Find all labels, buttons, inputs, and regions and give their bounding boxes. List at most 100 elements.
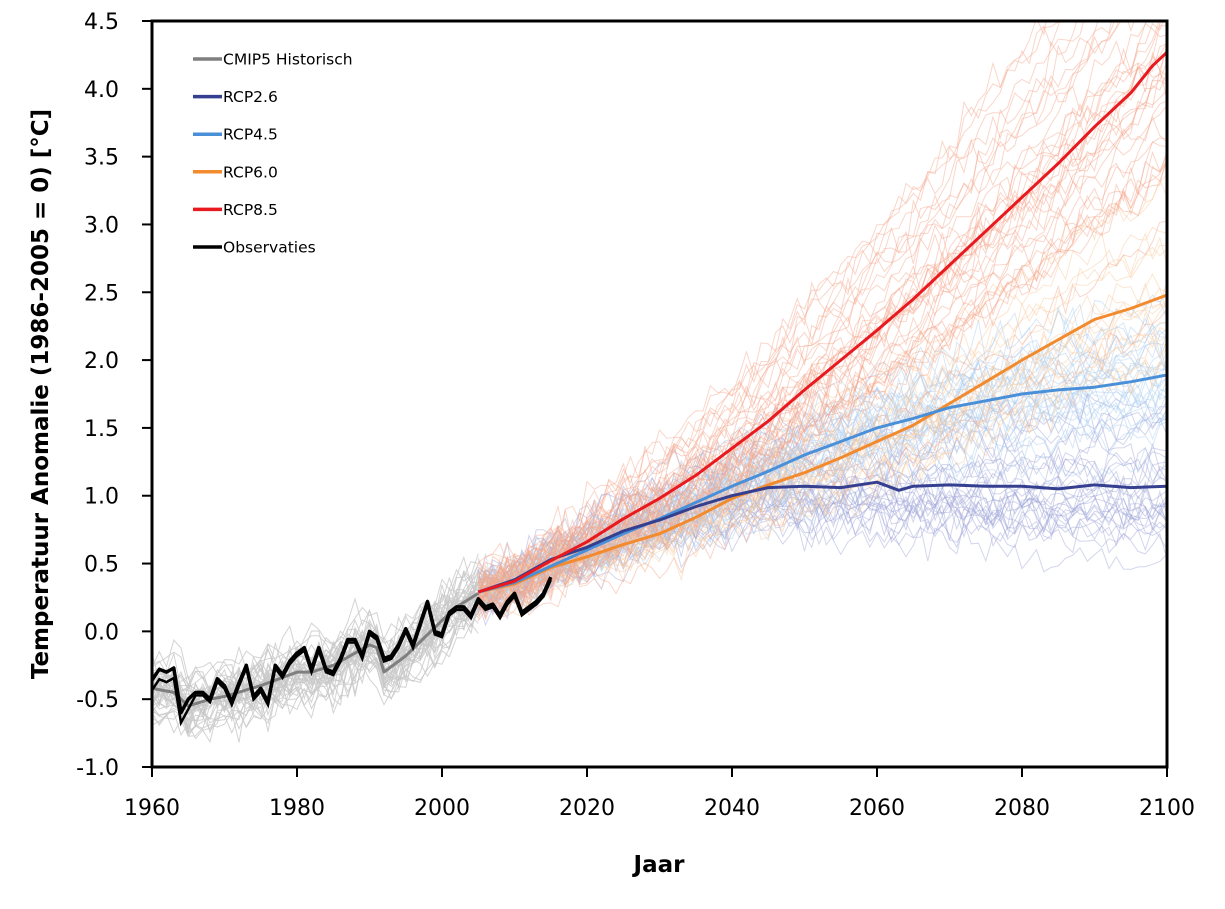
ensemble-member-line <box>478 509 1167 613</box>
ensemble-member-line <box>477 21 1135 601</box>
ensemble-member-line <box>478 21 1085 583</box>
x-tick-label: 1980 <box>269 796 325 821</box>
ensemble-member-line <box>477 303 1167 609</box>
ensemble-rcp4-5 <box>477 294 1167 618</box>
legend-item: RCP8.5 <box>193 201 278 219</box>
ensemble-member-line <box>477 507 1167 614</box>
ensemble-member-line <box>478 232 1167 605</box>
series-layer <box>152 51 1167 727</box>
y-tick-label: 0.0 <box>84 620 119 645</box>
legend-item: RCP4.5 <box>193 126 278 144</box>
ensemble-member-line <box>478 162 1167 581</box>
legend-label: RCP6.0 <box>223 163 278 181</box>
ensemble-member-line <box>477 160 1167 602</box>
y-tick-label: -1.0 <box>76 756 119 781</box>
x-tick-label: 2020 <box>559 796 615 821</box>
y-tick-label: 1.5 <box>84 417 119 442</box>
series-line-rcp6-0 <box>477 293 1167 594</box>
x-axis-title: Jaar <box>632 852 686 878</box>
ensemble-member-line <box>477 154 1167 613</box>
y-axis-title: Temperatuur Anomalie (1986-2005 = 0) [°C… <box>28 109 54 679</box>
y-tick-label: 0.5 <box>84 553 119 578</box>
ensemble-member-line <box>477 486 1167 604</box>
ensemble-member-line <box>477 487 1167 607</box>
ensemble-member-line <box>477 72 1167 586</box>
ensemble-member-line <box>477 236 1167 608</box>
legend-item: CMIP5 Historisch <box>193 51 353 69</box>
ensemble-member-line <box>152 591 479 722</box>
ensemble-member-line <box>477 100 1167 618</box>
ensemble-member-line <box>478 385 1167 611</box>
ensemble-member-line <box>478 364 1167 583</box>
ensemble-member-line <box>478 502 1167 601</box>
ensemble-member-line <box>478 409 1167 592</box>
y-tick-label: 3.0 <box>84 213 119 238</box>
y-tick-label: 2.5 <box>84 281 119 306</box>
ensemble-member-line <box>478 21 1147 594</box>
x-tick-label: 2000 <box>414 796 470 821</box>
ensemble-member-line <box>152 611 479 731</box>
legend-label: RCP4.5 <box>223 126 278 144</box>
ensemble-member-line <box>478 392 1167 593</box>
ensemble-member-line <box>478 294 1167 585</box>
ensemble-member-line <box>477 21 1116 598</box>
x-axis: 1960 1980 2000 2020 2040 2060 2080 2100 <box>124 767 1195 821</box>
ensemble-member-line <box>477 21 1164 617</box>
y-tick-label: 3.5 <box>84 146 119 171</box>
ensemble-member-line <box>152 555 479 681</box>
x-tick-label: 2080 <box>994 796 1050 821</box>
ensemble-member-line <box>478 484 1167 612</box>
series-line-observaties-alt <box>152 579 552 727</box>
ensemble-member-line <box>152 590 479 720</box>
ensemble-member-line <box>477 21 1060 572</box>
ensemble-member-line <box>152 603 479 743</box>
legend-item: RCP2.6 <box>193 88 278 106</box>
ensemble-cmip5-historisch <box>152 553 479 744</box>
ensemble-member-line <box>478 287 1167 607</box>
legend: CMIP5 Historisch RCP2.6 RCP4.5 RCP6.0 RCP8.5… <box>193 51 353 257</box>
x-tick-label: 1960 <box>124 796 180 821</box>
ensemble-member-line <box>477 21 1102 608</box>
ensemble-member-line <box>477 490 1167 605</box>
ensemble-member-line <box>478 488 1167 605</box>
ensemble-member-line <box>477 21 1099 579</box>
ensemble-member-line <box>477 21 1122 581</box>
ensemble-member-line <box>477 393 1167 587</box>
ensemble-member-line <box>477 43 1167 595</box>
ensemble-member-line <box>478 362 1167 591</box>
ensemble-member-line <box>477 416 1167 598</box>
ensemble-member-line <box>477 115 1167 590</box>
ensemble-member-line <box>477 479 1167 614</box>
y-axis: -1.0 -0.5 0.0 0.5 1.0 1.5 2.0 2.5 3.0 3.5 4.0 4.5 <box>76 10 152 781</box>
y-tick-label: 1.0 <box>84 485 119 510</box>
ensemble-rcp6-0 <box>477 175 1167 621</box>
ensemble-member-line <box>477 89 1167 621</box>
ensemble-member-line <box>478 299 1167 579</box>
ensemble-member-line <box>477 417 1167 602</box>
ensemble-layer <box>152 21 1167 744</box>
ensemble-member-line <box>477 352 1167 616</box>
legend-label: CMIP5 Historisch <box>223 51 353 69</box>
ensemble-member-line <box>478 356 1167 580</box>
ensemble-member-line <box>478 354 1167 600</box>
ensemble-member-line <box>477 320 1167 599</box>
legend-label: RCP8.5 <box>223 201 278 219</box>
y-tick-label: 4.0 <box>84 78 119 103</box>
ensemble-member-line <box>477 486 1167 598</box>
ensemble-member-line <box>477 72 1167 597</box>
ensemble-member-line <box>477 175 1167 584</box>
x-tick-label: 2040 <box>704 796 760 821</box>
ensemble-member-line <box>477 321 1167 590</box>
x-tick-label: 2060 <box>849 796 905 821</box>
ensemble-member-line <box>152 572 479 698</box>
ensemble-member-line <box>478 301 1167 608</box>
ensemble-member-line <box>478 341 1167 604</box>
ensemble-member-line <box>477 376 1167 618</box>
ensemble-member-line <box>478 21 1061 583</box>
ensemble-member-line <box>477 141 1167 608</box>
ensemble-member-line <box>478 154 1167 603</box>
legend-item: RCP6.0 <box>193 163 278 181</box>
ensemble-member-line <box>477 318 1167 597</box>
ensemble-member-line <box>477 272 1167 595</box>
ensemble-member-line <box>477 414 1167 612</box>
